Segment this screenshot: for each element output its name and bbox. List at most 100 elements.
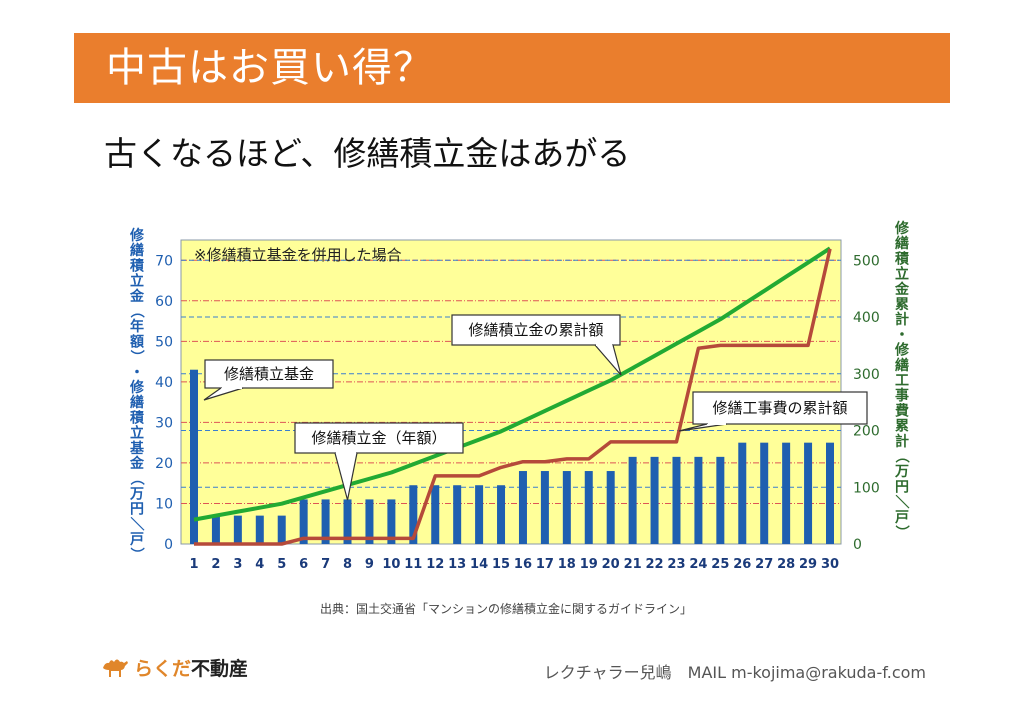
right-axis-title: 立 [895, 266, 909, 283]
right-tick-label: 0 [853, 537, 862, 553]
bar [453, 485, 462, 544]
x-tick-label: 21 [624, 557, 642, 572]
callout-annual: 修繕積立金（年額） [294, 422, 464, 501]
x-tick-label: 4 [255, 557, 264, 572]
bar [628, 456, 637, 544]
callout-fund-base-text: 修繕積立基金 [224, 365, 314, 383]
left-axis-title: 立 [130, 425, 144, 442]
right-axis-title: 事 [895, 387, 909, 404]
bar [409, 485, 418, 544]
bar [233, 515, 242, 544]
left-axis-title: ／ [128, 517, 144, 531]
callout-cumulative-repair-box [692, 391, 868, 425]
bar [343, 499, 352, 544]
left-tick-label: 30 [155, 415, 173, 431]
bar [738, 442, 747, 544]
x-tick-label: 19 [580, 557, 598, 572]
bar [716, 456, 725, 544]
company-logo: らくだ不動産 [100, 652, 248, 682]
left-axis-title: 立 [130, 273, 144, 290]
slide-title: 中古はお買い得？ [106, 45, 434, 91]
x-tick-label: 11 [404, 557, 422, 572]
bar [431, 485, 440, 544]
x-tick-label: 8 [343, 557, 352, 572]
right-axis-title: 万 [894, 464, 909, 480]
right-axis-title: 計 [895, 311, 909, 328]
left-axis-title: 積 [129, 409, 145, 426]
x-tick-label: 23 [667, 557, 685, 572]
callout-cumulative-fund: 修繕積立金の累計額 [451, 314, 622, 376]
title-band: 中古はお買い得？ [74, 33, 950, 103]
left-axis-title: 金 [129, 455, 145, 472]
bar [277, 515, 286, 544]
left-axis-title: 戸 [130, 532, 144, 548]
x-tick-label: 25 [711, 557, 729, 572]
left-axis-title: 繕 [130, 394, 144, 411]
x-tick-label: 17 [536, 557, 554, 572]
left-tick-label: 20 [155, 456, 173, 472]
bar [826, 442, 834, 544]
left-axis-title: （ [128, 304, 144, 318]
x-tick-label: 15 [492, 557, 510, 572]
left-axis-title: 積 [129, 257, 145, 274]
left-tick-label: 70 [155, 253, 173, 269]
x-tick-label: 16 [514, 557, 532, 572]
callout-cumulative-repair-pointer [678, 423, 728, 432]
right-axis-title: 修 [894, 342, 910, 359]
left-axis-title: 円 [130, 502, 144, 518]
x-tick-label: 5 [277, 557, 286, 572]
x-tick-label: 22 [646, 557, 664, 572]
callout-cumulative-repair-text: 修繕工事費の累計額 [712, 399, 847, 417]
left-tick-label: 10 [155, 496, 173, 512]
right-axis-title: 円 [895, 479, 909, 495]
bar [606, 471, 615, 544]
right-tick-label: 200 [853, 424, 880, 440]
bar [321, 499, 330, 544]
bar [497, 485, 506, 544]
left-axis-title: ） [128, 350, 144, 364]
right-axis-title: 工 [895, 373, 909, 389]
logo-text: らくだ不動産 [134, 654, 248, 681]
right-axis-title: ／ [893, 495, 909, 509]
bar [694, 456, 703, 544]
bar [518, 471, 527, 544]
right-axis-title: （ [893, 449, 909, 463]
bar [584, 471, 593, 544]
callout-annual-box [294, 422, 464, 454]
camel-icon [103, 659, 128, 677]
left-axis-title: 金 [129, 288, 145, 305]
bar [650, 456, 659, 544]
x-tick-label: 9 [365, 557, 374, 572]
bar [562, 471, 571, 544]
chart-note: ※修繕積立基金を併用した場合 [194, 246, 402, 264]
left-axis-title: 年 [130, 318, 144, 335]
right-tick-label: 400 [853, 310, 880, 326]
right-axis-title: 戸 [895, 510, 909, 526]
x-tick-label: 12 [426, 557, 444, 572]
line-cumulative-fund [193, 246, 832, 522]
left-axis-title: ） [128, 547, 144, 561]
x-tick-label: 20 [602, 557, 620, 572]
bar [782, 442, 791, 544]
bar [475, 485, 484, 544]
bar [540, 471, 549, 544]
right-axis-title: ） [893, 525, 909, 539]
bar [760, 442, 769, 544]
left-axis-title: 修 [129, 379, 145, 396]
x-tick-label: 30 [821, 557, 839, 572]
left-tick-label: 0 [164, 537, 173, 553]
slide-subtitle: 古くなるほど、修繕積立金はあがる [104, 134, 631, 173]
right-axis-title: 修 [894, 220, 910, 237]
right-axis-title: 積 [894, 250, 910, 267]
bar [672, 456, 681, 544]
callout-fund-base-box [204, 359, 334, 389]
x-tick-label: 10 [382, 557, 400, 572]
line-cumulative-repair [194, 248, 832, 546]
left-tick-label: 60 [155, 294, 173, 310]
right-tick-label: 300 [853, 367, 880, 383]
right-axis-title: 繕 [895, 357, 909, 374]
x-tick-label: 29 [799, 557, 817, 572]
source-citation: 出典：国土交通省「マンションの修繕積立金に関するガイドライン」 [320, 602, 693, 616]
logo-accent-text: らくだ [134, 657, 192, 680]
x-tick-label: 28 [777, 557, 795, 572]
